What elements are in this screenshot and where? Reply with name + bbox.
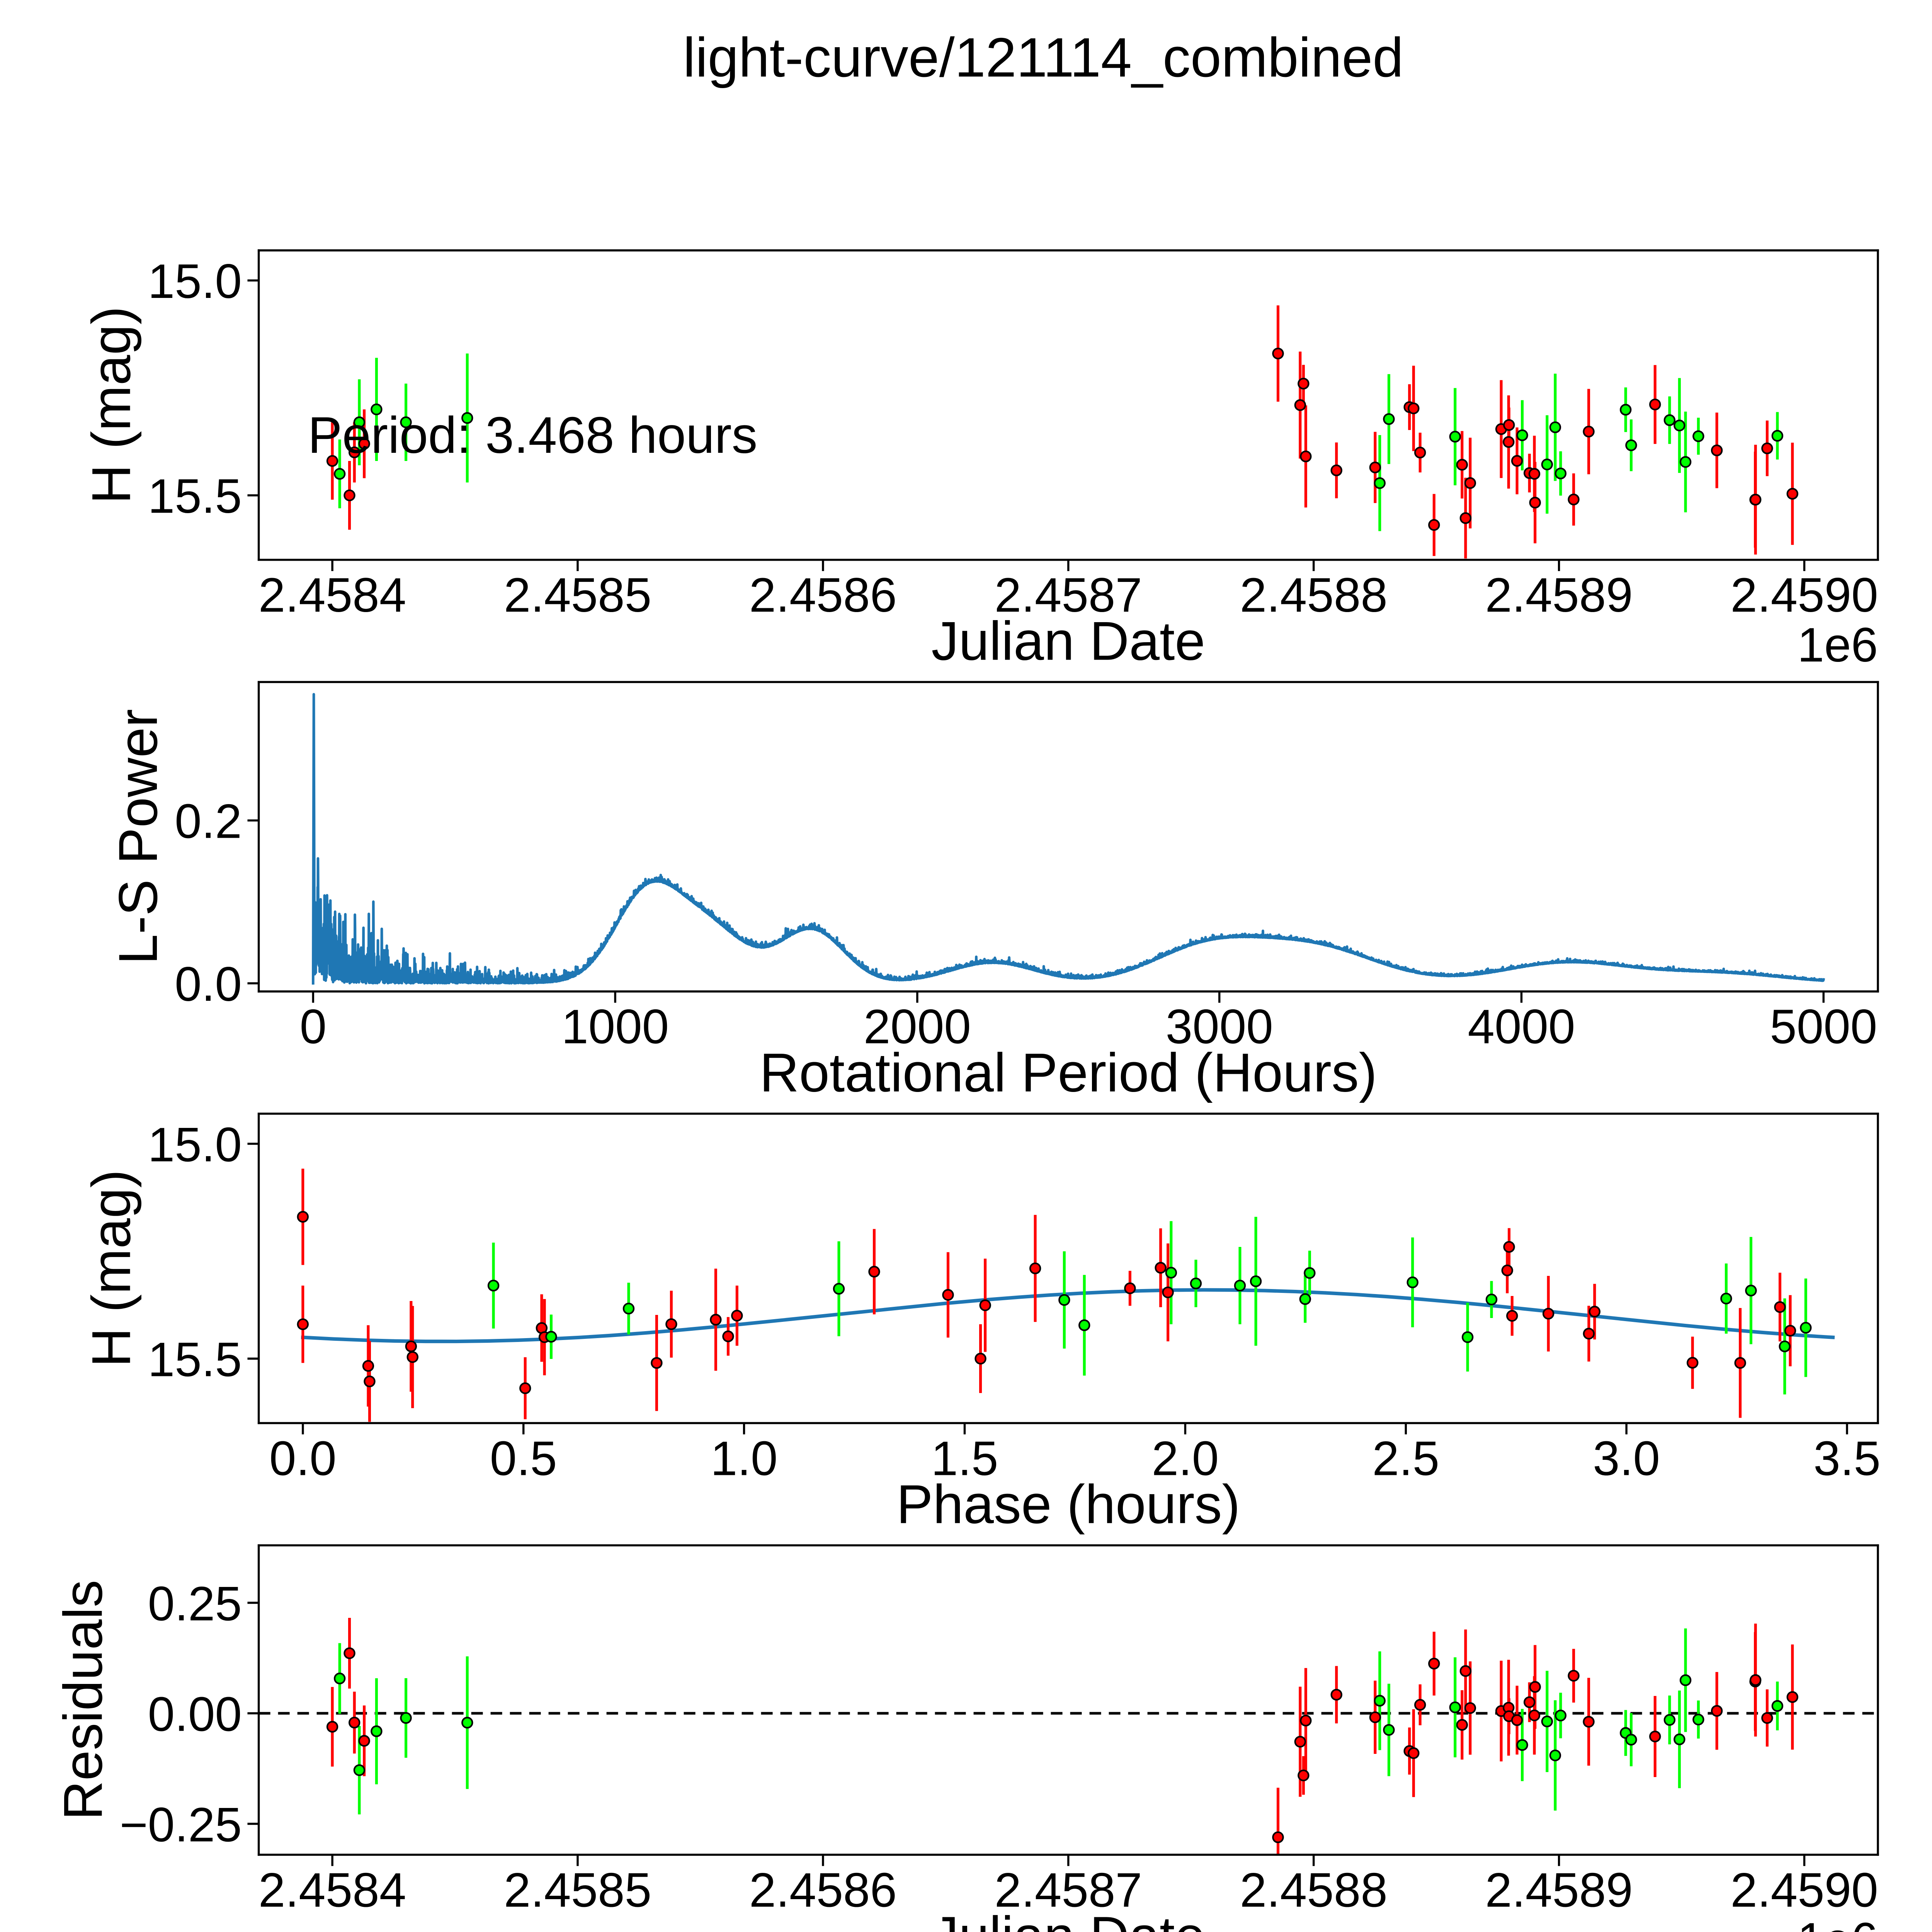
svg-text:Period: 3.468 hours: Period: 3.468 hours [308,406,758,464]
svg-text:2.4588: 2.4588 [1240,568,1388,622]
svg-text:1.0: 1.0 [711,1432,778,1485]
svg-text:0.5: 0.5 [490,1432,557,1485]
svg-text:0.0: 0.0 [175,957,242,1011]
svg-text:15.0: 15.0 [148,255,242,308]
svg-text:15.5: 15.5 [148,469,242,523]
svg-text:15.0: 15.0 [148,1118,242,1172]
svg-text:0.0: 0.0 [269,1432,337,1485]
svg-text:2.4588: 2.4588 [1240,1863,1388,1917]
svg-text:2.4584: 2.4584 [259,568,406,622]
svg-text:2.4589: 2.4589 [1485,568,1633,622]
svg-text:4000: 4000 [1468,1000,1575,1054]
svg-text:5000: 5000 [1770,1000,1877,1054]
svg-text:2.4584: 2.4584 [259,1863,406,1917]
svg-text:L-S Power: L-S Power [108,709,169,964]
svg-text:light-curve/121114_combined: light-curve/121114_combined [683,27,1404,88]
svg-text:2.5: 2.5 [1372,1432,1439,1485]
svg-text:1e6: 1e6 [1797,1913,1878,1932]
svg-text:Julian Date: Julian Date [931,1906,1205,1932]
svg-text:Rotational Period (Hours): Rotational Period (Hours) [760,1043,1377,1104]
svg-text:0: 0 [300,1000,327,1054]
svg-text:1e6: 1e6 [1797,618,1878,672]
svg-text:H (mag): H (mag) [81,306,142,504]
svg-text:2.4589: 2.4589 [1485,1863,1633,1917]
svg-text:2.4590: 2.4590 [1730,568,1878,622]
svg-text:1000: 1000 [561,1000,669,1054]
svg-text:H (mag): H (mag) [81,1170,142,1367]
svg-text:0.00: 0.00 [148,1687,242,1741]
svg-text:0.2: 0.2 [175,795,242,849]
svg-text:0.25: 0.25 [148,1577,242,1631]
svg-text:3.0: 3.0 [1593,1432,1660,1485]
svg-text:2.4586: 2.4586 [749,1863,897,1917]
svg-text:Residuals: Residuals [53,1580,114,1820]
svg-text:Julian Date: Julian Date [931,611,1205,672]
svg-text:2.4590: 2.4590 [1730,1863,1878,1917]
svg-text:2.4585: 2.4585 [504,1863,651,1917]
svg-text:15.5: 15.5 [148,1333,242,1386]
svg-text:2.4585: 2.4585 [504,568,651,622]
svg-text:2.4586: 2.4586 [749,568,897,622]
svg-text:−0.25: −0.25 [120,1798,242,1852]
svg-text:3.5: 3.5 [1813,1432,1881,1485]
svg-text:Phase (hours): Phase (hours) [896,1474,1240,1535]
